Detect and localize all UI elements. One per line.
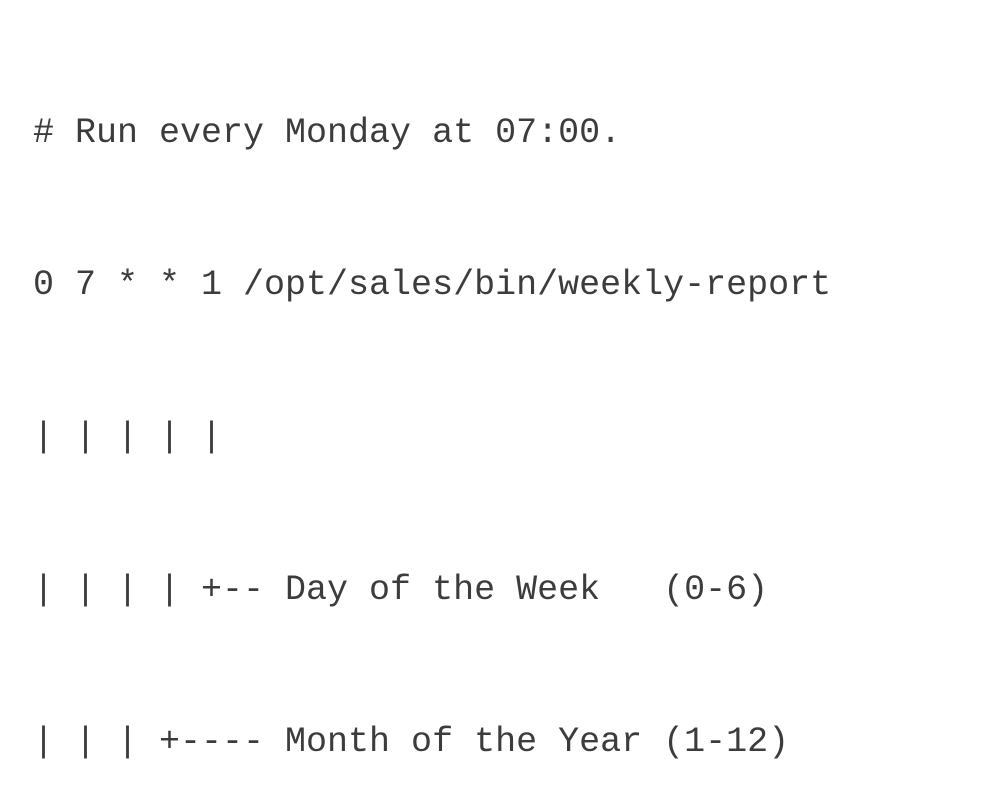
day-of-week-legend: | | | | +-- Day of the Week (0-6): [33, 569, 769, 610]
comment-line: # Run every Monday at 07:00.: [33, 112, 622, 153]
month-legend: | | | +---- Month of the Year (1-12): [33, 722, 790, 763]
field-markers-line: | | | | |: [33, 417, 223, 458]
cron-entry-line: 0 7 * * 1 /opt/sales/bin/weekly-report: [33, 264, 832, 305]
crontab-snippet: # Run every Monday at 07:00. 0 7 * * 1 /…: [33, 6, 831, 808]
